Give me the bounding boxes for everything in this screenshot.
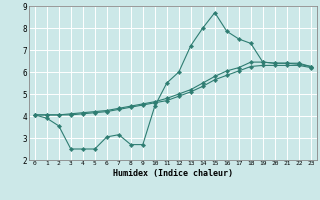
X-axis label: Humidex (Indice chaleur): Humidex (Indice chaleur) [113, 169, 233, 178]
